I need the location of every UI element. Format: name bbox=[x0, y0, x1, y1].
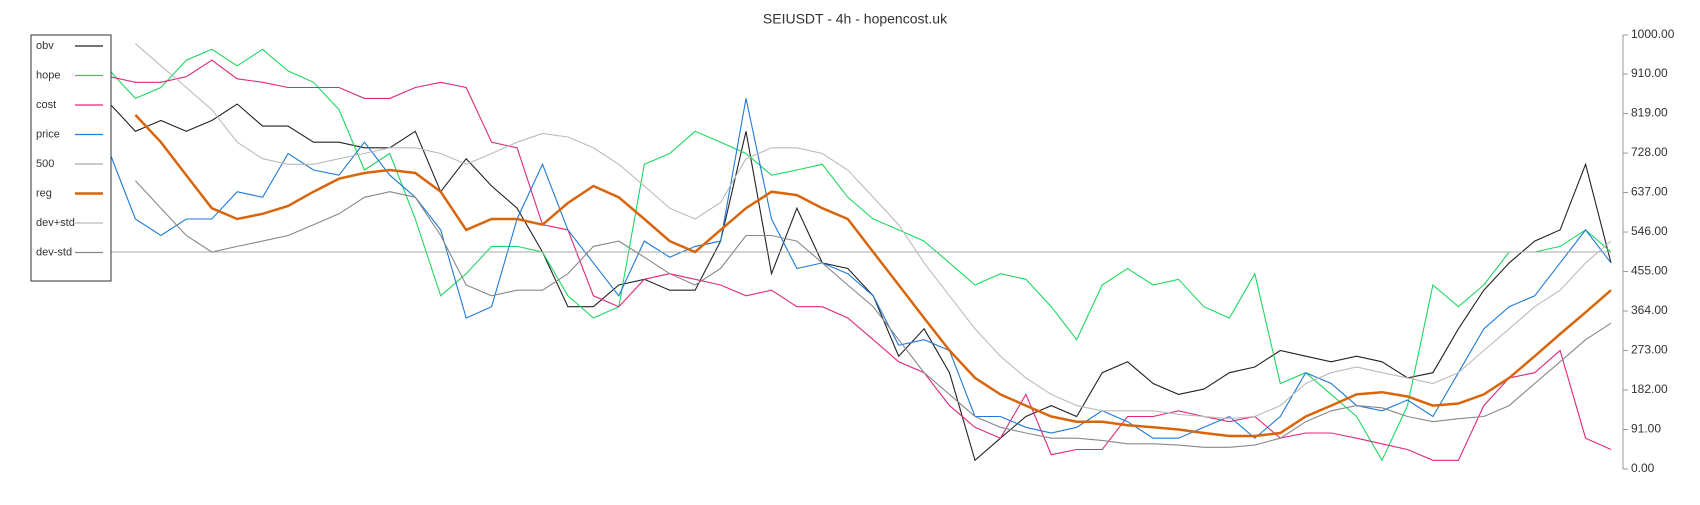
y-tick-label: 364.00 bbox=[1631, 303, 1668, 317]
y-tick-label: 819.00 bbox=[1631, 106, 1668, 120]
series-line bbox=[134, 114, 1612, 438]
y-tick-label: 728.00 bbox=[1631, 145, 1668, 159]
legend-label: 500 bbox=[36, 158, 54, 170]
legend: obv hope cost price 500 reg dev+std dev-std bbox=[30, 34, 112, 282]
legend-label: cost bbox=[36, 99, 56, 111]
y-tick-label: 637.00 bbox=[1631, 185, 1668, 199]
series-line bbox=[109, 98, 1612, 439]
series-line bbox=[134, 180, 1612, 448]
y-tick-label: 546.00 bbox=[1631, 224, 1668, 238]
legend-label: price bbox=[36, 128, 60, 140]
series-line bbox=[109, 48, 1612, 462]
series-line bbox=[135, 43, 1612, 420]
legend-label: hope bbox=[36, 69, 60, 81]
y-tick-label: 273.00 bbox=[1631, 343, 1668, 357]
y-tick-label: 1000.00 bbox=[1631, 27, 1675, 41]
y-tick-label: 182.00 bbox=[1631, 382, 1668, 396]
y-tick-label: 455.00 bbox=[1631, 264, 1668, 278]
legend-label: dev-std bbox=[36, 246, 72, 258]
y-tick-label: 910.00 bbox=[1631, 66, 1668, 80]
legend-label: dev+std bbox=[36, 217, 75, 229]
chart-title: SEIUSDT - 4h - hopencost.uk bbox=[763, 11, 948, 27]
y-tick-label: 0.00 bbox=[1631, 461, 1655, 475]
y-tick-label: 91.00 bbox=[1631, 422, 1661, 436]
series-line bbox=[109, 103, 1612, 462]
legend-label: reg bbox=[36, 187, 52, 199]
legend-label: obv bbox=[36, 40, 54, 52]
series-line bbox=[109, 59, 1612, 461]
